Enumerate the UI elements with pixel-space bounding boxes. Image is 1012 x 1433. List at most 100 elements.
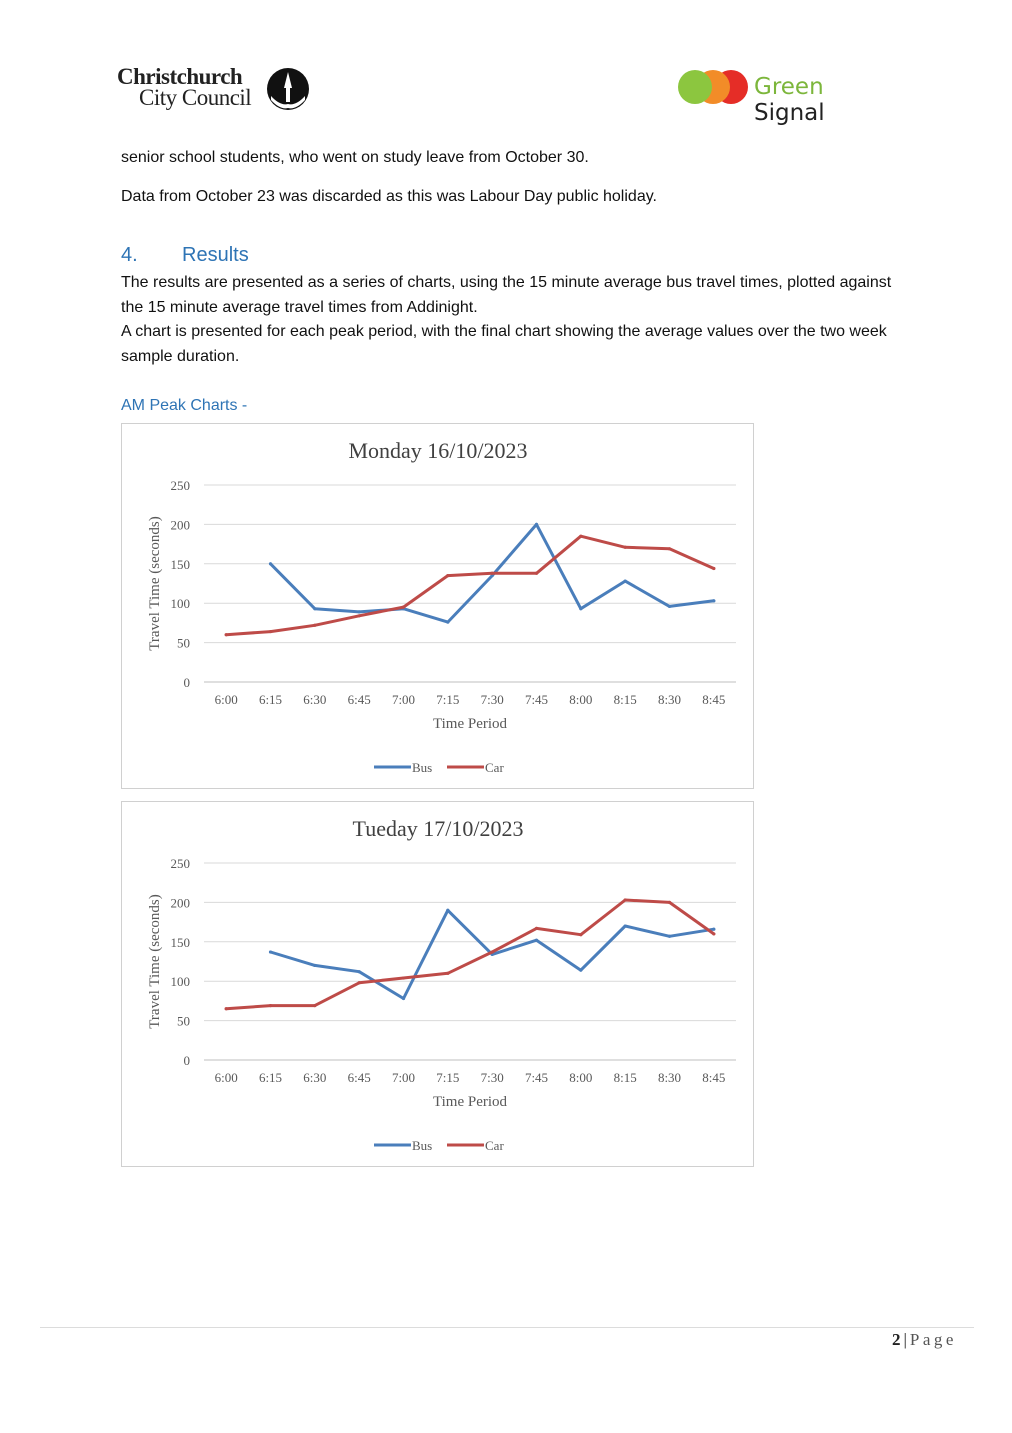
y-tick-label: 250 xyxy=(171,856,191,871)
x-tick-label: 6:45 xyxy=(348,1070,371,1085)
data-point-bus xyxy=(446,908,450,912)
data-point-car xyxy=(446,574,450,578)
data-point-bus xyxy=(712,927,716,931)
series-line-car xyxy=(224,898,716,1011)
data-point-bus xyxy=(357,970,361,974)
data-point-car xyxy=(712,566,716,571)
y-tick-label: 250 xyxy=(171,478,191,493)
x-tick-label: 6:15 xyxy=(259,1070,282,1085)
x-axis-label: Time Period xyxy=(433,716,508,732)
data-point-car xyxy=(490,571,494,575)
y-tick-label: 200 xyxy=(171,517,191,532)
data-point-car xyxy=(313,1004,317,1008)
results-description: The results are presented as a series of… xyxy=(121,271,896,369)
x-tick-label: 7:45 xyxy=(525,692,548,707)
data-point-car xyxy=(401,605,406,609)
x-tick-label: 6:45 xyxy=(348,692,371,707)
data-point-car xyxy=(534,926,539,931)
data-point-bus xyxy=(712,599,716,603)
data-point-car xyxy=(357,981,361,985)
data-point-car xyxy=(667,900,672,904)
x-tick-label: 8:15 xyxy=(614,692,637,707)
data-point-car xyxy=(268,1004,273,1008)
x-tick-label: 7:15 xyxy=(436,1070,459,1085)
data-point-car xyxy=(579,933,583,937)
green-signal-wordmark: Green Signal xyxy=(754,74,891,126)
y-tick-label: 50 xyxy=(177,1014,190,1029)
results-paragraph-1: The results are presented as a series of… xyxy=(121,274,892,316)
footer-divider xyxy=(40,1327,974,1328)
chart-monday-svg: Monday 16/10/2023 0 50 100 150 200 250 6:00 6:15… xyxy=(147,438,736,775)
section-title: Results xyxy=(182,244,249,266)
data-point-bus xyxy=(401,996,406,1001)
legend-label-bus: Bus xyxy=(412,1138,432,1153)
legend-label-car: Car xyxy=(485,760,504,775)
chart-monday: Monday 16/10/2023 0 50 100 150 200 250 6:00 6:15… xyxy=(121,423,754,789)
x-tick-label: 7:00 xyxy=(392,1070,415,1085)
y-tick-label: 150 xyxy=(171,557,191,572)
legend-label-bus: Bus xyxy=(412,760,432,775)
x-tick-label: 8:00 xyxy=(569,692,592,707)
x-tick-label: 8:45 xyxy=(702,1070,725,1085)
y-axis-label: Travel Time (seconds) xyxy=(147,516,163,650)
data-point-car xyxy=(623,898,627,902)
council-logo-line2: City Council xyxy=(139,85,252,110)
x-tick-label: 7:00 xyxy=(392,692,415,707)
page-label: Page xyxy=(909,1330,957,1349)
data-point-car xyxy=(401,976,406,980)
x-tick-label: 6:15 xyxy=(259,692,282,707)
data-point-bus xyxy=(623,924,627,928)
x-tick-label: 8:30 xyxy=(658,1070,681,1085)
wordmark-green: Green xyxy=(754,74,824,100)
data-point-car xyxy=(446,971,450,975)
data-point-bus xyxy=(579,968,583,972)
data-point-bus xyxy=(534,938,539,942)
results-section-heading: 4. Results xyxy=(121,244,249,267)
x-tick-label: 8:30 xyxy=(658,692,681,707)
x-axis-label: Time Period xyxy=(433,1094,508,1110)
chart-tuesday: Tueday 17/10/2023 0 50 100 150 200 250 6:00 6:15… xyxy=(121,801,754,1167)
x-tick-label: 7:30 xyxy=(481,1070,504,1085)
data-point-car xyxy=(268,629,273,634)
data-point-car xyxy=(534,571,539,575)
am-peak-charts-heading: AM Peak Charts - xyxy=(121,397,248,414)
x-tick-label: 6:00 xyxy=(215,1070,238,1085)
labour-day-paragraph: Data from October 23 was discarded as th… xyxy=(121,188,657,205)
x-tick-label: 6:30 xyxy=(303,692,326,707)
x-tick-label: 7:15 xyxy=(436,692,459,707)
page-number: 2 xyxy=(892,1330,901,1349)
x-tick-label: 8:45 xyxy=(702,692,725,707)
data-point-bus xyxy=(268,950,273,954)
series-line-car xyxy=(224,534,716,637)
data-point-bus xyxy=(313,607,317,611)
data-point-car xyxy=(224,1007,228,1011)
data-point-bus xyxy=(667,604,672,608)
chart-title: Tueday 17/10/2023 xyxy=(353,816,524,841)
data-point-bus xyxy=(313,963,317,968)
x-tick-label: 7:45 xyxy=(525,1070,548,1085)
y-tick-label: 100 xyxy=(171,596,191,611)
results-paragraph-2: A chart is presented for each peak perio… xyxy=(121,323,887,365)
green-signal-logo: Green Signal xyxy=(676,66,891,126)
legend-label-car: Car xyxy=(485,1138,504,1153)
data-point-bus xyxy=(623,579,627,583)
data-point-bus xyxy=(446,620,450,624)
traffic-light-circles-icon xyxy=(678,70,748,104)
data-point-car xyxy=(224,633,228,637)
chart-title: Monday 16/10/2023 xyxy=(348,438,527,463)
wordmark-signal: Signal xyxy=(754,100,825,126)
y-axis-label: Travel Time (seconds) xyxy=(147,894,163,1028)
x-tick-label: 8:00 xyxy=(569,1070,592,1085)
data-point-car xyxy=(712,932,716,936)
x-tick-label: 6:30 xyxy=(303,1070,326,1085)
x-tick-label: 7:30 xyxy=(481,692,504,707)
data-point-bus xyxy=(667,934,672,938)
data-point-car xyxy=(579,534,583,538)
y-tick-label: 100 xyxy=(171,974,191,989)
y-tick-label: 50 xyxy=(177,636,190,651)
y-tick-label: 0 xyxy=(184,1053,191,1068)
section-number: 4. xyxy=(121,244,138,266)
data-point-bus xyxy=(357,610,361,614)
data-point-car xyxy=(623,545,627,549)
study-leave-paragraph: senior school students, who went on stud… xyxy=(121,149,589,166)
